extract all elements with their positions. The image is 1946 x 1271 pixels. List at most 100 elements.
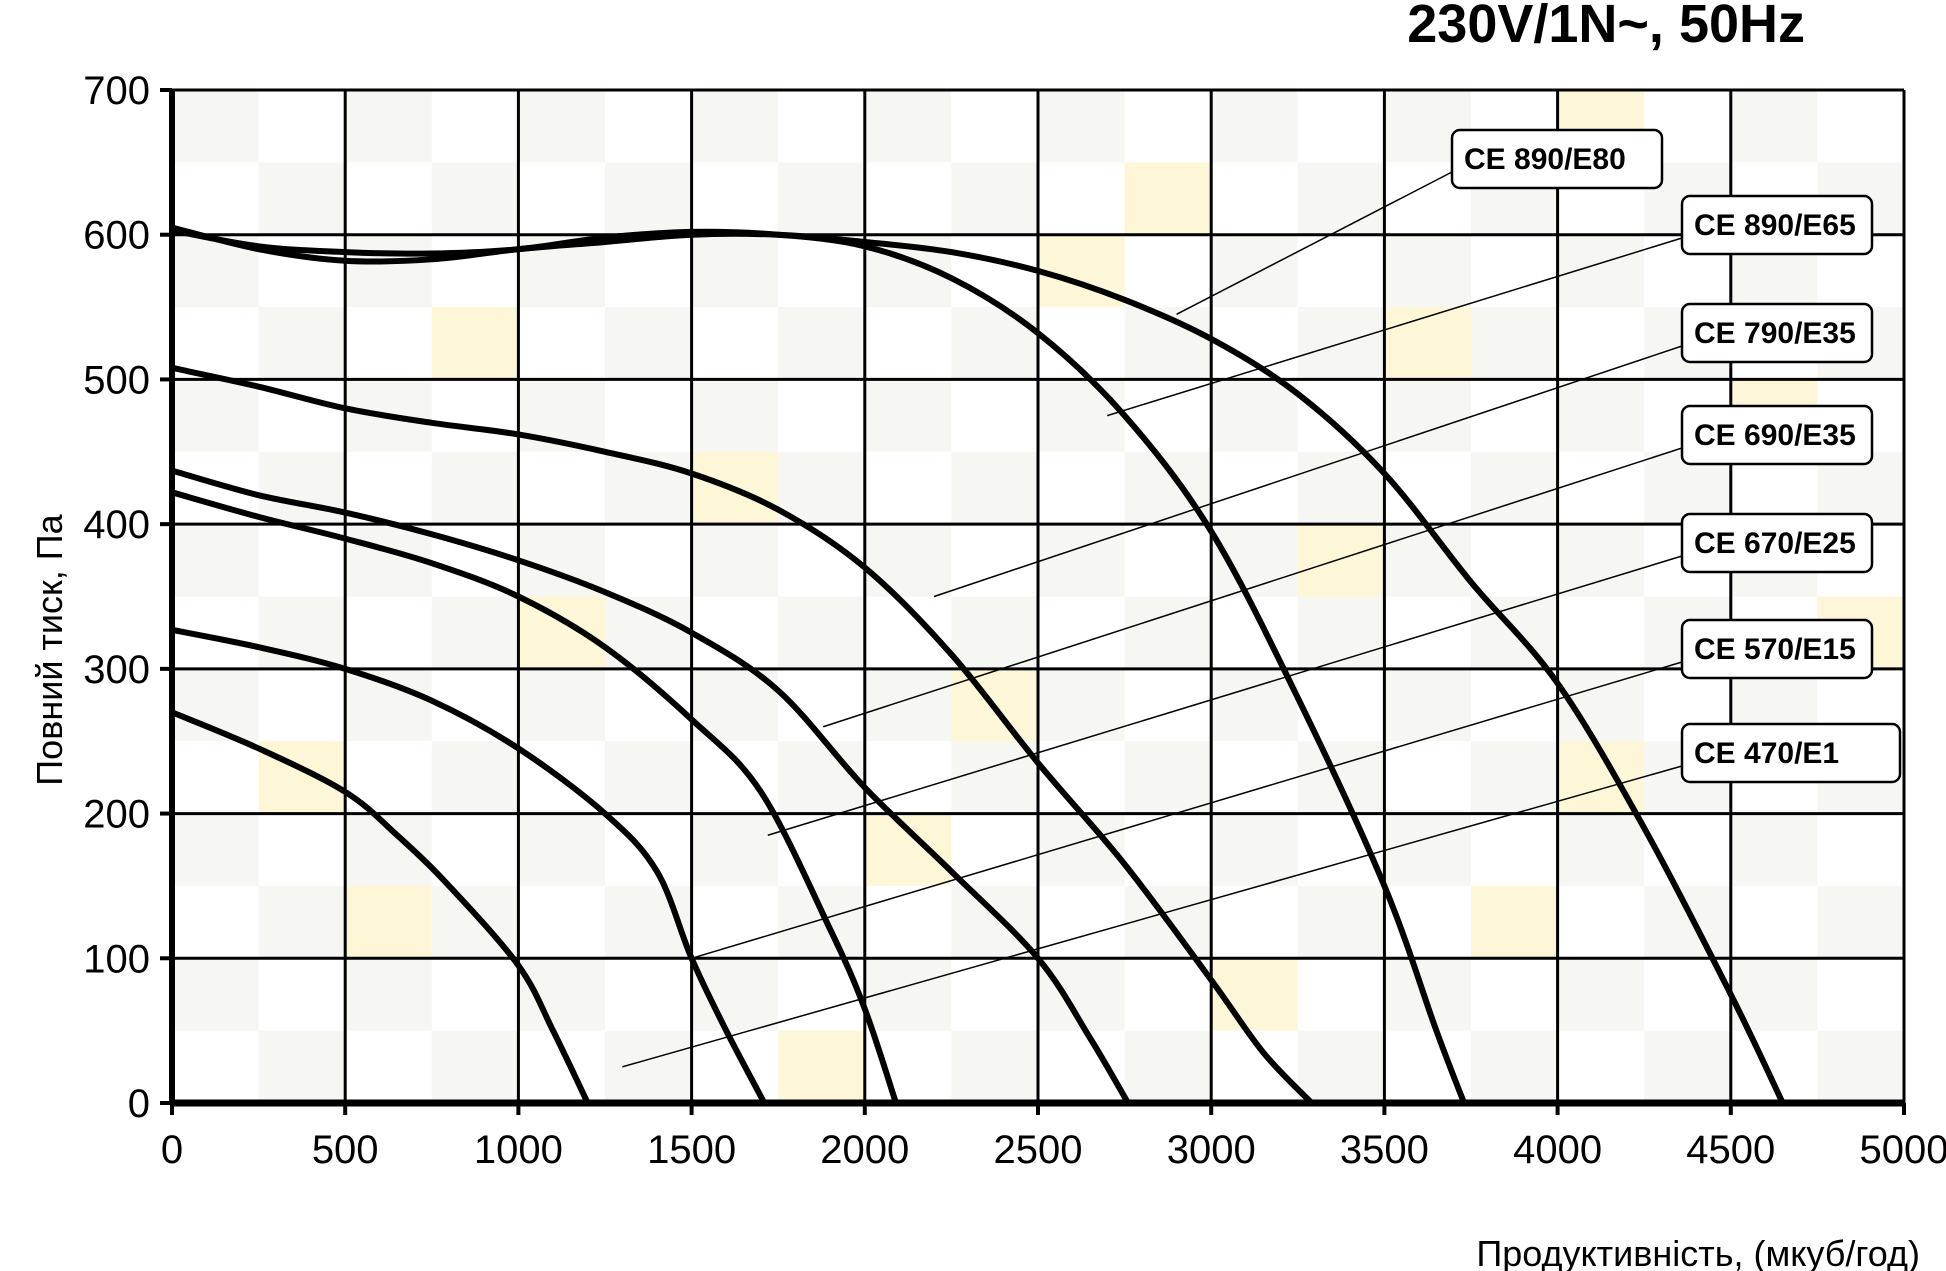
background-cell [1297,596,1385,669]
background-cell [778,307,865,380]
background-cell [1471,524,1558,597]
background-cell [1471,885,1558,959]
background-cell [1557,234,1645,308]
background-cell [951,596,1038,669]
background-cell [172,885,259,959]
background-cell [1124,813,1212,886]
background-cell [431,90,519,163]
background-cell [1557,1030,1645,1103]
background-cell [1384,741,1471,814]
background-cell [345,668,432,742]
background-cell [345,885,432,959]
background-cell [345,162,432,235]
background-cell [1038,885,1125,959]
background-cell [1471,813,1558,886]
background-cell [1817,958,1904,1031]
background-cell [1038,90,1125,163]
background-cell [1124,90,1212,163]
background-cell [518,813,605,886]
background-cell [778,885,865,959]
background-cell [345,90,432,163]
fan-curve [169,489,899,1106]
background-cell [691,524,779,597]
background-cell [1124,596,1212,669]
background-cell [258,1030,346,1103]
background-cell [1211,162,1298,235]
background-cell [864,451,952,525]
label-leader-lines [622,171,1683,1068]
x-tick-label: 2500 [994,1128,1083,1172]
background-cell [778,162,865,235]
background-cell [605,1030,692,1103]
background-cell [691,162,779,235]
background-cell [1038,1030,1125,1103]
background-cell [605,379,692,452]
background-cell [1124,234,1212,308]
background-cell [1384,813,1471,886]
background-cell [1557,958,1645,1031]
background-cell [1557,885,1645,959]
curve-label-box [1450,128,1664,190]
background-cell [1471,958,1558,1031]
background-cell [1297,90,1385,163]
x-tick-label: 1000 [474,1128,563,1172]
background-cell [1038,596,1125,669]
background-cell [1211,234,1298,308]
background-cell [1038,379,1125,452]
background-cell [1557,379,1645,452]
background-cell [1297,958,1385,1031]
background-cell [431,741,519,814]
background-cell [172,813,259,886]
background-cell [345,307,432,380]
background-cell [1211,90,1298,163]
background-cell [1730,885,1818,959]
background-cell [431,958,519,1031]
background-cell [778,1030,865,1103]
background-cell [691,958,779,1031]
background-cell [1644,885,1731,959]
background-cell [1297,379,1385,452]
y-axis-title: Повний тиск, Па [29,513,70,785]
curve-labels: CE 890/E80 CE 890/E65 CE 790/E35 CE 690/E35… [1450,128,1902,784]
curve-label-text: CE 570/E15 [1694,633,1856,666]
curve-label-box [1680,404,1874,466]
background-cell [1038,668,1125,742]
fan-curve [169,709,591,1106]
background-cell [258,885,346,959]
background-cell [1644,1030,1731,1103]
background-cell [691,307,779,380]
background-cell [1297,885,1385,959]
background-cell [1211,958,1298,1031]
leader-line [622,765,1683,1068]
background-cell [864,379,952,452]
background-cell [518,451,605,525]
background-cell [518,307,605,380]
background-cell [1471,234,1558,308]
background-cell [691,379,779,452]
background-cell [605,741,692,814]
background-cell [1471,451,1558,525]
background-cell [1297,524,1385,597]
leader-line [691,661,1683,960]
background-cell [605,524,692,597]
background-cell [1124,668,1212,742]
background-cell [431,307,519,380]
background-cell [864,307,952,380]
background-cell [258,90,346,163]
background-cell [1211,451,1298,525]
background-cell [1730,1030,1818,1103]
background-cell [431,162,519,235]
background-cell [1384,307,1471,380]
background-cell [1038,524,1125,597]
background-cell [518,162,605,235]
background-cell [518,596,605,669]
y-tick-label: 300 [83,648,150,692]
background-cell [951,813,1038,886]
background-cell [518,958,605,1031]
background-cell [258,307,346,380]
background-cell [951,90,1038,163]
background-cell [605,90,692,163]
background-cell [1211,885,1298,959]
background-cell [864,885,952,959]
background-cell [1557,307,1645,380]
